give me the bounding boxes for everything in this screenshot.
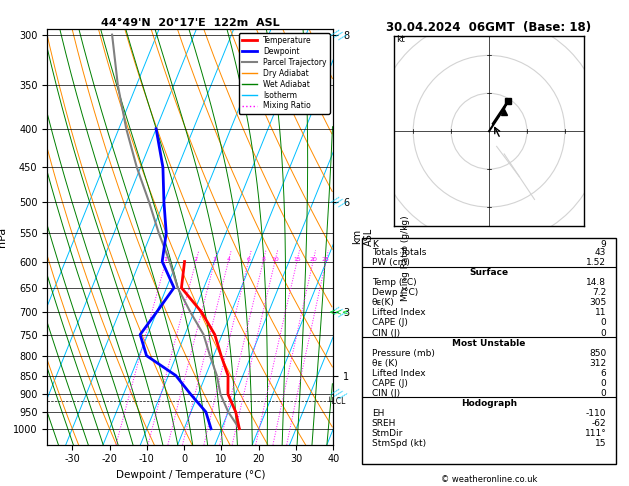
Text: └LCL: └LCL <box>327 397 345 406</box>
Text: 9: 9 <box>601 241 606 249</box>
Legend: Temperature, Dewpoint, Parcel Trajectory, Dry Adiabat, Wet Adiabat, Isotherm, Mi: Temperature, Dewpoint, Parcel Trajectory… <box>238 33 330 114</box>
Text: 0: 0 <box>601 329 606 338</box>
Text: ╱╱╱: ╱╱╱ <box>330 304 347 320</box>
Title: 44°49'N  20°17'E  122m  ASL: 44°49'N 20°17'E 122m ASL <box>101 18 279 28</box>
Text: 8: 8 <box>261 257 265 261</box>
Text: EH: EH <box>372 409 384 418</box>
Text: ╱╱╱: ╱╱╱ <box>330 27 347 42</box>
Text: K: K <box>372 241 378 249</box>
Text: 2: 2 <box>194 257 198 261</box>
Text: 3: 3 <box>213 257 216 261</box>
Text: 43: 43 <box>595 248 606 257</box>
Text: CAPE (J): CAPE (J) <box>372 318 408 328</box>
Text: Surface: Surface <box>469 268 509 278</box>
Text: 0: 0 <box>601 389 606 398</box>
Text: 4: 4 <box>226 257 230 261</box>
Text: 305: 305 <box>589 298 606 308</box>
Text: 850: 850 <box>589 348 606 358</box>
Text: θᴇ(K): θᴇ(K) <box>372 298 395 308</box>
Text: kt: kt <box>396 35 405 44</box>
Text: 11: 11 <box>595 309 606 317</box>
Text: 10: 10 <box>271 257 279 261</box>
Text: 1.52: 1.52 <box>586 258 606 267</box>
Text: SREH: SREH <box>372 419 396 428</box>
Text: Totals Totals: Totals Totals <box>372 248 426 257</box>
Text: Lifted Index: Lifted Index <box>372 309 425 317</box>
Text: 25: 25 <box>322 257 330 261</box>
Text: 15: 15 <box>595 439 606 448</box>
Text: 0: 0 <box>601 318 606 328</box>
Text: CIN (J): CIN (J) <box>372 389 400 398</box>
Text: CAPE (J): CAPE (J) <box>372 379 408 388</box>
Text: 0: 0 <box>601 379 606 388</box>
Text: -62: -62 <box>592 419 606 428</box>
Text: Temp (°C): Temp (°C) <box>372 278 416 287</box>
Text: 14.8: 14.8 <box>586 278 606 287</box>
Text: Lifted Index: Lifted Index <box>372 369 425 378</box>
Y-axis label: km
ASL: km ASL <box>352 228 374 246</box>
Text: θᴇ (K): θᴇ (K) <box>372 359 398 368</box>
Text: -110: -110 <box>586 409 606 418</box>
Text: StmSpd (kt): StmSpd (kt) <box>372 439 426 448</box>
Text: 6: 6 <box>247 257 250 261</box>
Text: © weatheronline.co.uk: © weatheronline.co.uk <box>441 474 537 484</box>
Text: CIN (J): CIN (J) <box>372 329 400 338</box>
Text: Most Unstable: Most Unstable <box>452 339 526 347</box>
Text: 111°: 111° <box>584 429 606 438</box>
Y-axis label: hPa: hPa <box>0 227 8 247</box>
Text: Hodograph: Hodograph <box>461 399 517 408</box>
X-axis label: Dewpoint / Temperature (°C): Dewpoint / Temperature (°C) <box>116 470 265 480</box>
Text: PW (cm): PW (cm) <box>372 258 409 267</box>
Text: <<<: <<< <box>328 308 349 316</box>
Text: 20: 20 <box>309 257 317 261</box>
Text: StmDir: StmDir <box>372 429 403 438</box>
Text: 7.2: 7.2 <box>592 288 606 297</box>
Text: Mixing Ratio (g/kg): Mixing Ratio (g/kg) <box>401 215 410 300</box>
Text: 1: 1 <box>164 257 168 261</box>
Text: ╱╱╱: ╱╱╱ <box>330 194 347 209</box>
Text: 6: 6 <box>601 369 606 378</box>
Text: 15: 15 <box>293 257 301 261</box>
Text: Dewp (°C): Dewp (°C) <box>372 288 418 297</box>
Text: Pressure (mb): Pressure (mb) <box>372 348 435 358</box>
Text: 312: 312 <box>589 359 606 368</box>
Text: ╱╱╱: ╱╱╱ <box>330 386 347 402</box>
Text: 30.04.2024  06GMT  (Base: 18): 30.04.2024 06GMT (Base: 18) <box>386 21 592 34</box>
